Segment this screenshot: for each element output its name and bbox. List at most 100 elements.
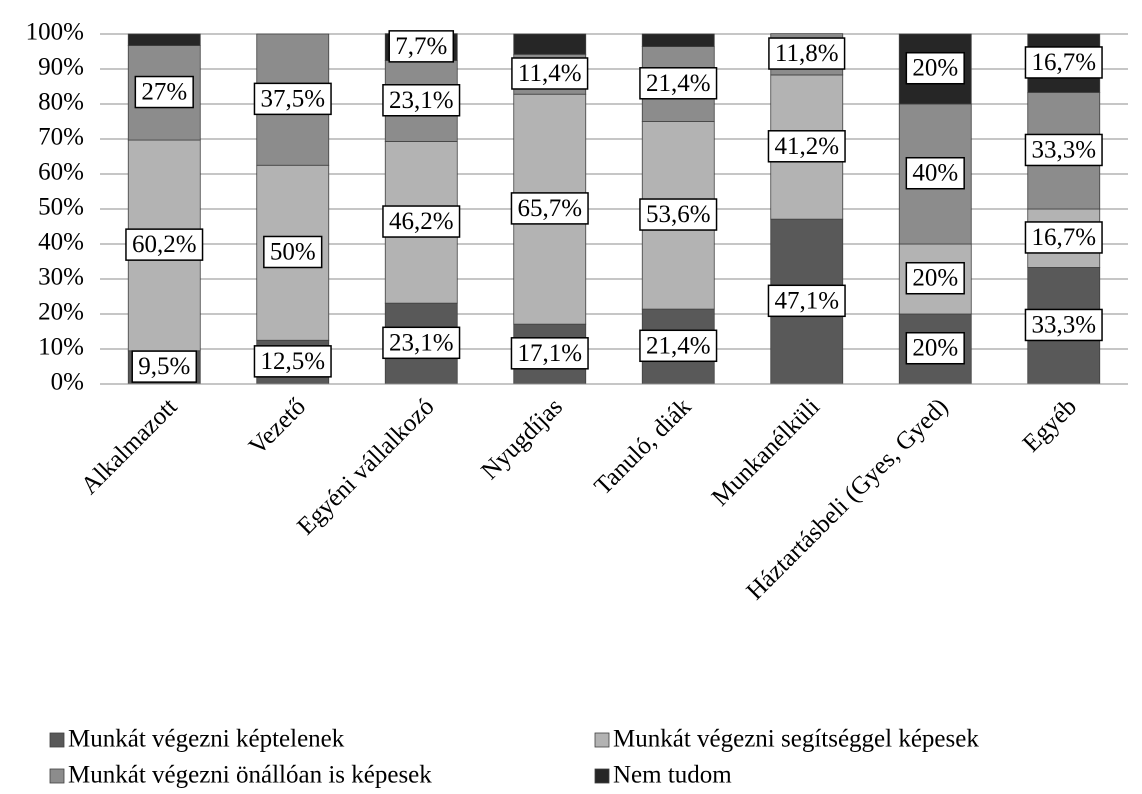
data-label: 21,4% [639, 67, 718, 100]
data-label-text: 53,6% [646, 201, 711, 228]
data-label-box [905, 51, 965, 85]
x-tick-label: Egyéni vállalkozó [292, 393, 439, 540]
data-label: 16,7% [1024, 221, 1103, 254]
data-label: 37,5% [253, 82, 332, 116]
data-label-box [511, 57, 589, 90]
y-tick-label: 30% [38, 264, 84, 291]
data-label-box [253, 82, 332, 116]
legend-label: Munkát végezni önállóan is képesek [68, 762, 432, 789]
data-label: 41,2% [767, 130, 846, 163]
data-label: 7,7% [388, 30, 455, 63]
y-tick-label: 10% [38, 334, 84, 361]
data-label: 21,4% [639, 329, 718, 363]
data-label-text: 20% [912, 335, 958, 362]
data-label-box [1024, 133, 1103, 167]
data-label-text: 7,7% [395, 33, 447, 60]
data-label-box [263, 235, 323, 269]
data-label-box [388, 30, 455, 63]
x-tick-label: Vezető [244, 393, 311, 460]
data-label-box [767, 284, 846, 318]
data-label-box [382, 205, 461, 238]
data-label-text: 23,1% [389, 329, 454, 356]
y-tick-label: 100% [26, 19, 84, 46]
data-label-box [131, 350, 198, 383]
data-label-text: 9,5% [138, 353, 190, 380]
bar-segment [641, 33, 715, 47]
data-label: 65,7% [510, 192, 589, 225]
data-label-text: 33,3% [1031, 311, 1096, 338]
legend-swatch [49, 732, 65, 748]
data-label: 40% [905, 156, 965, 190]
y-tick-label: 0% [51, 369, 84, 396]
data-label-box [510, 192, 589, 225]
data-label-box [639, 198, 718, 231]
data-label-text: 11,8% [775, 40, 839, 67]
y-tick-label: 80% [38, 89, 84, 116]
data-label: 53,6% [639, 198, 718, 231]
data-label-text: 40% [912, 160, 958, 187]
data-label: 20% [905, 331, 965, 365]
data-label: 20% [905, 261, 965, 295]
data-label: 23,1% [382, 326, 461, 360]
data-label: 50% [263, 235, 323, 269]
data-label-text: 21,4% [646, 70, 711, 97]
data-label-text: 20% [912, 265, 958, 292]
data-label: 23,1% [382, 84, 461, 117]
data-label-text: 60,2% [132, 231, 197, 258]
data-label: 11,4% [511, 57, 589, 90]
data-label-text: 21,4% [646, 332, 711, 359]
data-label: 60,2% [125, 228, 204, 261]
data-label-box [905, 261, 965, 295]
bar-segment [127, 33, 201, 46]
data-label-text: 12,5% [260, 348, 325, 375]
data-label: 47,1% [767, 284, 846, 318]
legend-swatch [594, 768, 610, 784]
data-label-box [125, 228, 204, 261]
data-label-box [382, 326, 461, 360]
data-label-text: 33,3% [1031, 136, 1096, 163]
data-label-box [382, 84, 461, 117]
x-tick-label: Egyéb [1018, 393, 1082, 457]
x-tick-label: Nyugdíjas [476, 393, 568, 485]
data-label-box [253, 345, 332, 378]
data-label: 9,5% [131, 350, 198, 383]
data-label-text: 47,1% [774, 287, 839, 314]
data-label-box [1024, 221, 1103, 254]
data-label: 33,3% [1024, 133, 1103, 167]
y-tick-label: 60% [38, 159, 84, 186]
data-label-box [1024, 308, 1103, 342]
data-label: 46,2% [382, 205, 461, 238]
data-label-box [905, 156, 965, 190]
data-label-box [134, 75, 194, 109]
y-tick-label: 50% [38, 194, 84, 221]
data-label-text: 23,1% [389, 87, 454, 114]
data-label-text: 11,4% [518, 60, 582, 87]
y-tick-label: 20% [38, 299, 84, 326]
data-label-box [905, 331, 965, 365]
x-tick-label: Tanuló, diák [589, 393, 697, 501]
data-label-box [1024, 46, 1103, 79]
data-label-text: 27% [141, 79, 187, 106]
legend-swatch [49, 768, 65, 784]
data-label: 16,7% [1024, 46, 1103, 79]
bar-segment [513, 33, 587, 55]
y-tick-label: 40% [38, 229, 84, 256]
data-label-text: 50% [270, 238, 316, 265]
data-label: 12,5% [253, 345, 332, 378]
data-label-text: 46,2% [389, 208, 454, 235]
y-tick-label: 90% [38, 54, 84, 81]
data-label-box [639, 329, 718, 363]
data-label-text: 20% [912, 55, 958, 82]
x-tick-label: Alkalmazott [76, 393, 183, 500]
data-label: 20% [905, 51, 965, 85]
data-label-text: 17,1% [517, 340, 582, 367]
x-tick-label: Munkanélküli [707, 393, 825, 511]
data-label-text: 16,7% [1031, 49, 1096, 76]
data-label: 11,8% [768, 37, 846, 70]
data-label-text: 41,2% [774, 133, 839, 160]
legend-label: Munkát végezni képtelenek [68, 726, 345, 753]
data-label-box [639, 67, 718, 100]
legend-label: Munkát végezni segítséggel képesek [613, 726, 979, 753]
data-label-text: 37,5% [260, 85, 325, 112]
